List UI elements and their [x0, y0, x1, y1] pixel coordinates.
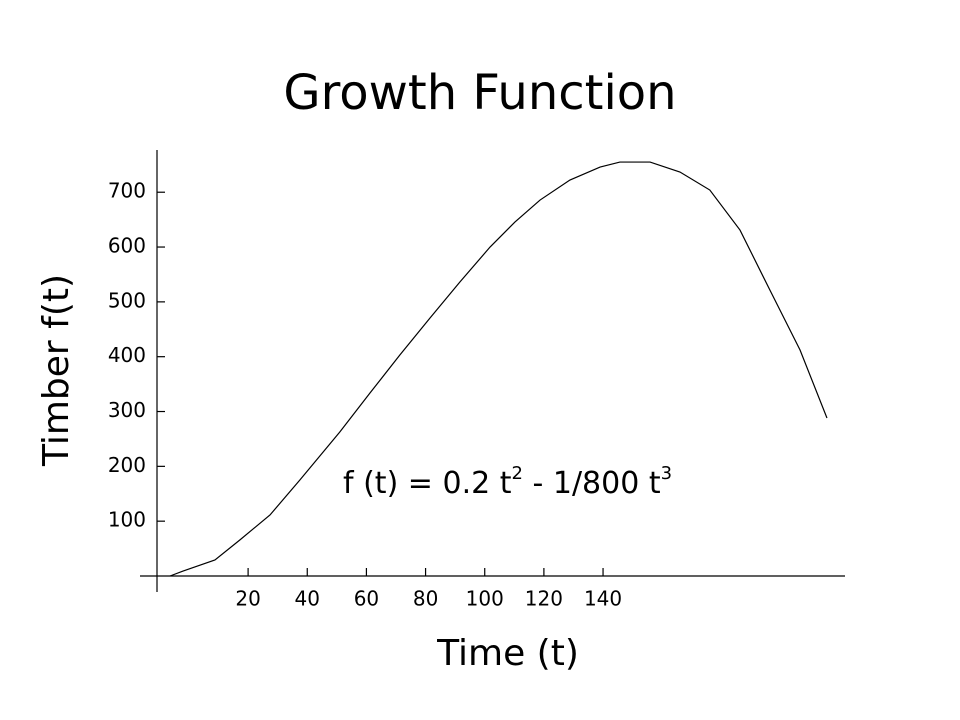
annotation-text: f (t) = 0.2 t [343, 466, 512, 501]
line-series [169, 161, 828, 577]
y-tick-label: 600 [108, 234, 146, 258]
annotation-superscript: 2 [512, 463, 523, 484]
x-tick-label: 60 [354, 587, 379, 611]
y-tick-label: 400 [108, 343, 146, 367]
y-tick-label: 200 [108, 453, 146, 477]
x-tick-label: 80 [413, 587, 438, 611]
annotation-superscript: 3 [661, 463, 672, 484]
y-tick-label: 300 [108, 398, 146, 422]
annotation-text: - 1/800 t [523, 466, 661, 501]
x-tick-label: 120 [525, 587, 563, 611]
x-tick-label: 100 [466, 587, 504, 611]
y-tick-label: 700 [108, 179, 146, 203]
x-tick-label: 40 [295, 587, 320, 611]
annotation: f (t) = 0.2 t2 - 1/800 t3 [343, 463, 672, 501]
y-tick-label: 500 [108, 288, 146, 312]
x-tick-label: 140 [584, 587, 622, 611]
chart-title: Growth Function [283, 65, 676, 121]
x-axis-label: Time (t) [436, 633, 579, 674]
y-axis-label: Timber f(t) [36, 274, 77, 467]
x-tick-label: 20 [235, 587, 260, 611]
y-tick-label: 100 [108, 508, 146, 532]
